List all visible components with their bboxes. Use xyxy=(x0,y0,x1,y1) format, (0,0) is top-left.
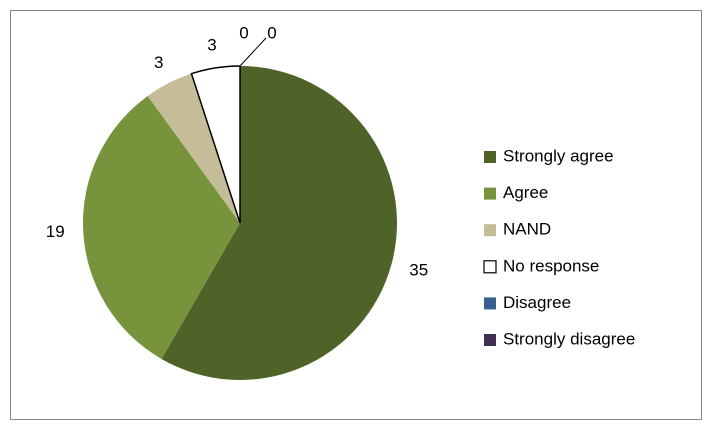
legend-label: NAND xyxy=(503,220,551,239)
legend-label: Disagree xyxy=(503,293,571,312)
pie-slice xyxy=(82,95,241,359)
pie-slice xyxy=(147,73,240,223)
legend-label: Strongly disagree xyxy=(503,329,635,348)
pie-slice xyxy=(190,65,241,224)
legend-swatch xyxy=(484,297,496,310)
legend-swatch xyxy=(484,151,496,163)
data-label: 0 xyxy=(267,23,276,42)
legend-swatch xyxy=(484,187,496,200)
legend-label: No response xyxy=(503,256,599,275)
data-label: 0 xyxy=(239,23,248,42)
pie-slice xyxy=(161,66,397,380)
data-label: 35 xyxy=(409,260,428,279)
leader-line xyxy=(239,37,267,67)
legend-swatch xyxy=(483,260,497,274)
data-label: 19 xyxy=(46,222,65,241)
data-label: 3 xyxy=(154,53,163,72)
legend-label: Strongly agree xyxy=(503,146,614,165)
legend-label: Agree xyxy=(503,183,548,202)
legend-swatch xyxy=(484,224,496,237)
legend-swatch xyxy=(484,334,496,346)
data-label: 3 xyxy=(207,36,216,55)
